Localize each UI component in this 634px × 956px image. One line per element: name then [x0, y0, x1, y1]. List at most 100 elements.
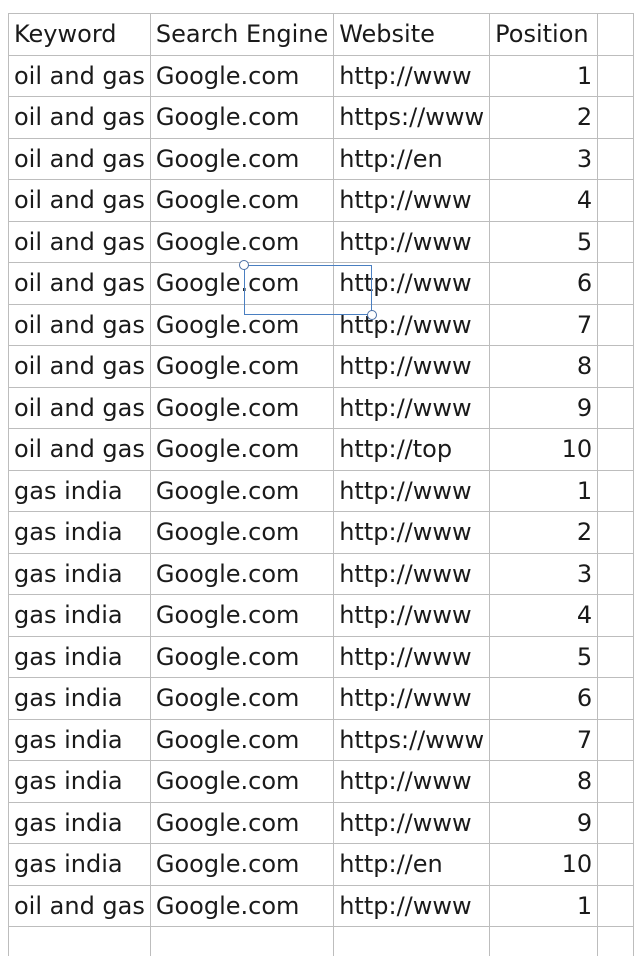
search-engine-cell[interactable]: Google.com	[149, 801, 335, 844]
keyword-cell[interactable]: oil and gas	[8, 96, 151, 139]
empty-cell[interactable]	[597, 718, 634, 761]
keyword-cell[interactable]: gas india	[8, 552, 151, 595]
empty-cell[interactable]	[597, 262, 634, 305]
search-engine-cell[interactable]: Google.com	[149, 635, 335, 678]
keyword-cell[interactable]: oil and gas	[8, 428, 151, 471]
empty-cell[interactable]	[597, 428, 634, 471]
empty-cell[interactable]	[597, 469, 634, 512]
search-engine-cell[interactable]: Google.com	[149, 96, 335, 139]
empty-cell[interactable]	[597, 801, 634, 844]
header-position[interactable]: Position	[489, 13, 599, 56]
position-cell[interactable]: 8	[489, 760, 599, 803]
position-cell[interactable]: 6	[489, 677, 599, 720]
website-cell[interactable]: https://www	[333, 96, 491, 139]
header-empty[interactable]	[597, 13, 634, 56]
website-cell[interactable]: http://www	[333, 469, 491, 512]
empty-cell[interactable]	[597, 884, 634, 927]
empty-cell[interactable]	[597, 137, 634, 180]
position-cell[interactable]: 2	[489, 96, 599, 139]
website-cell[interactable]: http://top	[333, 428, 491, 471]
empty-cell[interactable]	[597, 54, 634, 97]
position-cell[interactable]: 4	[489, 594, 599, 637]
keyword-cell[interactable]: gas india	[8, 677, 151, 720]
search-engine-cell[interactable]: Google.com	[149, 718, 335, 761]
website-cell[interactable]: http://en	[333, 137, 491, 180]
keyword-cell[interactable]: oil and gas	[8, 179, 151, 222]
website-cell[interactable]: http://en	[333, 843, 491, 886]
search-engine-cell[interactable]: Google.com	[149, 428, 335, 471]
search-engine-cell[interactable]: Google.com	[149, 552, 335, 595]
position-cell[interactable]	[489, 926, 599, 956]
keyword-cell[interactable]: gas india	[8, 843, 151, 886]
keyword-cell[interactable]: oil and gas	[8, 220, 151, 263]
empty-cell[interactable]	[597, 303, 634, 346]
position-cell[interactable]: 5	[489, 220, 599, 263]
keyword-cell[interactable]: oil and gas	[8, 303, 151, 346]
website-cell[interactable]: http://www	[333, 262, 491, 305]
empty-cell[interactable]	[597, 96, 634, 139]
website-cell[interactable]: http://www	[333, 386, 491, 429]
search-engine-cell[interactable]: Google.com	[149, 677, 335, 720]
empty-cell[interactable]	[597, 220, 634, 263]
website-cell[interactable]: https://www	[333, 718, 491, 761]
keyword-cell[interactable]: oil and gas	[8, 345, 151, 388]
position-cell[interactable]: 9	[489, 801, 599, 844]
website-cell[interactable]: http://www	[333, 677, 491, 720]
website-cell[interactable]: http://www	[333, 760, 491, 803]
position-cell[interactable]: 10	[489, 428, 599, 471]
search-engine-cell[interactable]: Google.com	[149, 303, 335, 346]
keyword-cell[interactable]: gas india	[8, 511, 151, 554]
search-engine-cell[interactable]	[149, 926, 335, 956]
search-engine-cell[interactable]: Google.com	[149, 220, 335, 263]
keyword-cell[interactable]: gas india	[8, 760, 151, 803]
position-cell[interactable]: 5	[489, 635, 599, 678]
search-engine-cell[interactable]: Google.com	[149, 469, 335, 512]
website-cell[interactable]: http://www	[333, 303, 491, 346]
position-cell[interactable]: 8	[489, 345, 599, 388]
search-engine-cell[interactable]: Google.com	[149, 137, 335, 180]
search-engine-cell[interactable]: Google.com	[149, 511, 335, 554]
position-cell[interactable]: 1	[489, 54, 599, 97]
keyword-cell[interactable]: gas india	[8, 635, 151, 678]
header-search-engine[interactable]: Search Engine	[149, 13, 335, 56]
empty-cell[interactable]	[597, 552, 634, 595]
keyword-cell[interactable]: oil and gas	[8, 262, 151, 305]
website-cell[interactable]: http://www	[333, 179, 491, 222]
keyword-cell[interactable]: gas india	[8, 801, 151, 844]
position-cell[interactable]: 10	[489, 843, 599, 886]
empty-cell[interactable]	[597, 843, 634, 886]
search-engine-cell[interactable]: Google.com	[149, 884, 335, 927]
keyword-cell[interactable]: oil and gas	[8, 54, 151, 97]
search-engine-cell[interactable]: Google.com	[149, 179, 335, 222]
website-cell[interactable]: http://www	[333, 635, 491, 678]
search-engine-cell[interactable]: Google.com	[149, 843, 335, 886]
keyword-cell[interactable]: gas india	[8, 469, 151, 512]
empty-cell[interactable]	[597, 635, 634, 678]
website-cell[interactable]: http://www	[333, 220, 491, 263]
website-cell[interactable]: http://www	[333, 345, 491, 388]
position-cell[interactable]: 7	[489, 718, 599, 761]
website-cell[interactable]	[333, 926, 491, 956]
empty-cell[interactable]	[597, 677, 634, 720]
empty-cell[interactable]	[597, 179, 634, 222]
position-cell[interactable]: 2	[489, 511, 599, 554]
position-cell[interactable]: 4	[489, 179, 599, 222]
header-keyword[interactable]: Keyword	[8, 13, 151, 56]
empty-cell[interactable]	[597, 594, 634, 637]
website-cell[interactable]: http://www	[333, 884, 491, 927]
position-cell[interactable]: 6	[489, 262, 599, 305]
keyword-cell[interactable]: oil and gas	[8, 137, 151, 180]
position-cell[interactable]: 1	[489, 884, 599, 927]
website-cell[interactable]: http://www	[333, 552, 491, 595]
selection-handle-top-left[interactable]	[239, 260, 249, 270]
position-cell[interactable]: 3	[489, 137, 599, 180]
selection-handle-bottom-right[interactable]	[367, 310, 377, 320]
search-engine-cell[interactable]: Google.com	[149, 594, 335, 637]
position-cell[interactable]: 1	[489, 469, 599, 512]
empty-cell[interactable]	[597, 345, 634, 388]
search-engine-cell[interactable]: Google.com	[149, 54, 335, 97]
empty-cell[interactable]	[597, 926, 634, 956]
website-cell[interactable]: http://www	[333, 594, 491, 637]
position-cell[interactable]: 3	[489, 552, 599, 595]
